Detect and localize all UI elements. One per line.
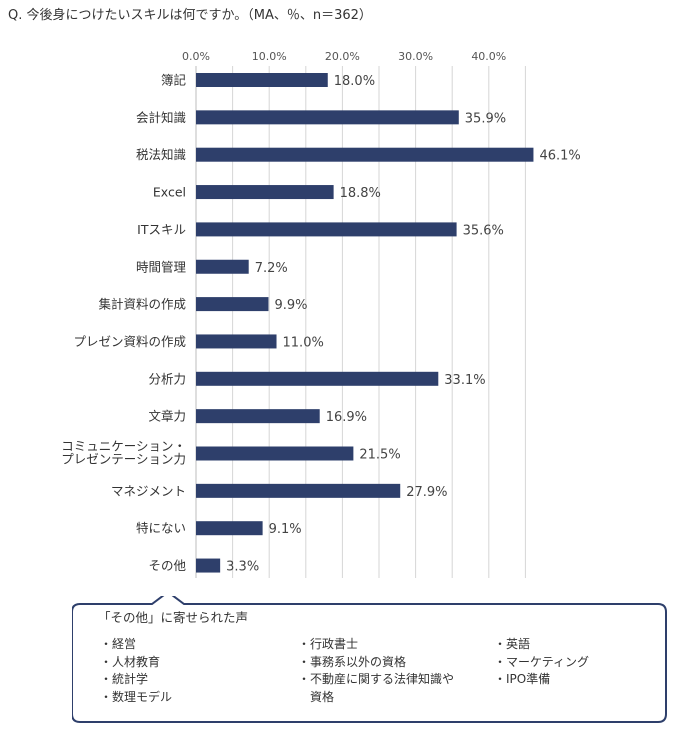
- value-label: 35.9%: [465, 111, 506, 126]
- callout-item: ・不動産に関する法律知識や 資格: [298, 672, 455, 704]
- category-label: 税法知識: [136, 147, 186, 162]
- value-labels: 18.0% 35.9% 46.1% 18.8% 35.6% 7.2% 9.9% 11.0% 33…: [226, 74, 581, 575]
- callout-item: ・事務系以外の資格: [298, 654, 407, 669]
- category-label: 会計知識: [136, 110, 186, 125]
- callout-item: ・統計学: [100, 672, 149, 686]
- value-label: 21.5%: [359, 448, 400, 463]
- bar: [196, 446, 354, 461]
- category-label: 集計資料の作成: [98, 297, 186, 312]
- bar: [196, 334, 277, 349]
- bar: [196, 521, 263, 536]
- grid-layer: [195, 66, 526, 578]
- callout-item: ・数理モデル: [100, 689, 173, 704]
- bar: [196, 371, 439, 386]
- category-label: その他: [148, 558, 186, 573]
- category-label: 時間管理: [136, 259, 187, 274]
- bar: [196, 483, 401, 498]
- x-tick-label: 10.0%: [252, 50, 287, 63]
- callout-border: [72, 596, 667, 723]
- bar: [196, 259, 249, 274]
- callout-title: 「その他」に寄せられた声: [98, 610, 249, 625]
- category-label: マネジメント: [111, 483, 186, 498]
- value-label: 27.9%: [406, 485, 447, 500]
- value-label: 9.9%: [274, 298, 307, 313]
- category-label: プレゼン資料の作成: [73, 334, 186, 349]
- bar: [196, 147, 534, 162]
- bar: [196, 73, 328, 87]
- callout-item: ・経営: [100, 637, 137, 651]
- value-label: 18.8%: [340, 186, 381, 201]
- callout-item: ・IPO準備: [494, 672, 551, 686]
- x-tick-label: 0.0%: [182, 50, 210, 63]
- category-label: 文章力: [148, 409, 186, 424]
- x-tick-label: 30.0%: [398, 50, 433, 63]
- category-label: 特にない: [136, 521, 186, 536]
- callout-item: ・人材教育: [100, 654, 161, 669]
- bar: [196, 185, 334, 200]
- x-tick-label: 20.0%: [325, 50, 360, 63]
- question-title: Q. 今後身につけたいスキルは何ですか。（MA、％、n＝362）: [8, 8, 372, 23]
- bars: [196, 73, 534, 573]
- x-tick-label: 40.0%: [471, 50, 506, 63]
- callout-column-1: ・経営・人材教育・統計学・数理モデル: [100, 636, 172, 706]
- callout-bubble: [72, 596, 667, 723]
- category-label: Excel: [153, 185, 186, 200]
- value-label: 33.1%: [444, 373, 485, 388]
- bar: [196, 222, 457, 237]
- value-label: 9.1%: [269, 522, 302, 537]
- value-label: 3.3%: [226, 560, 259, 575]
- value-label: 18.0%: [334, 74, 375, 89]
- bar: [196, 558, 221, 573]
- category-label: ITスキル: [137, 222, 186, 237]
- callout-item: ・英語: [494, 637, 531, 651]
- value-label: 46.1%: [539, 149, 580, 164]
- callout-item: ・マーケティング: [494, 654, 590, 669]
- tick-labels: 0.0% 10.0% 20.0% 30.0% 40.0%: [182, 50, 506, 63]
- callout-column-3: ・英語・マーケティング ・IPO準備: [494, 636, 589, 689]
- bar: [196, 110, 459, 125]
- value-label: 16.9%: [326, 410, 367, 425]
- value-label: 11.0%: [283, 335, 324, 350]
- callout-item: ・行政書士: [298, 637, 359, 651]
- callout-column-2: ・行政書士・事務系以外の資格・不動産に関する法律知識や 資格: [298, 636, 454, 706]
- category-label: 分析力: [148, 371, 186, 386]
- bar: [196, 297, 269, 312]
- category-label: 簿記: [161, 73, 186, 88]
- value-label: 7.2%: [255, 261, 288, 276]
- category-label: コミュニケーション・プレゼンテーション力: [61, 439, 186, 467]
- value-label: 35.6%: [463, 223, 504, 238]
- bar: [196, 409, 320, 424]
